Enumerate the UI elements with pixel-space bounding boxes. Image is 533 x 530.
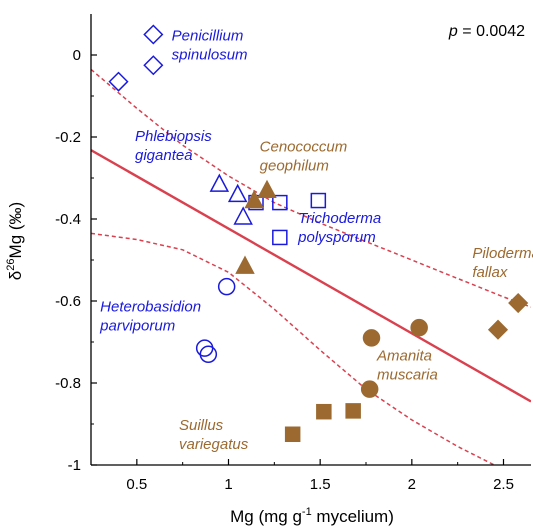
x-axis-title-tail: mycelium) (312, 507, 394, 526)
data-point-diamond (487, 319, 509, 340)
species-label-line: variegatus (179, 436, 249, 453)
x-tick-label: 0.5 (126, 476, 147, 493)
species-label: Cenococcum geophilum (260, 138, 348, 174)
species-label-line: gigantea (135, 147, 193, 164)
x-tick-label: 2 (408, 476, 416, 493)
y-tick-label: 0 (73, 47, 81, 64)
species-label: Suillus variegatus (179, 417, 249, 453)
species-label-line: Heterobasidion (100, 298, 201, 315)
y-tick-label: -1 (68, 457, 81, 474)
x-tick-label: 1.5 (310, 476, 331, 493)
species-label-line: muscaria (377, 366, 438, 383)
species-label-line: parviporum (99, 317, 175, 334)
species-label-line: Phlebiopsis (135, 128, 212, 145)
data-point-square (272, 229, 288, 246)
data-point-triangle (209, 173, 230, 192)
p-symbol: p (448, 23, 458, 40)
y-tick-label: -0.6 (55, 293, 81, 310)
x-axis-title: Mg (mg g-1 mycelium) (230, 506, 394, 526)
species-label: Piloderma fallax (472, 245, 533, 281)
species-label-line: Suillus (179, 417, 224, 434)
species-label-line: polysporum (297, 229, 376, 246)
data-point-square (272, 194, 288, 211)
species-label-line: geophilum (260, 157, 329, 174)
species-label-line: spinulosum (172, 47, 248, 64)
species-label: Penicillium spinulosum (172, 28, 248, 64)
y-tick-label: -0.4 (55, 211, 81, 228)
y-tick-label: -0.2 (55, 129, 81, 146)
species-label: Amanita muscaria (376, 347, 438, 383)
data-point-triangle (235, 255, 255, 274)
data-point-circle (362, 329, 381, 347)
species-annotations: Penicillium spinulosum Phlebiopsis gigantea… (99, 28, 533, 453)
species-label-line: Piloderma (472, 245, 533, 262)
axes: 0.5 1 1.5 2 2.5 0 -0.2 -0.4 -0.6 -0.8 -1 (55, 14, 531, 493)
data-point-circle (410, 318, 428, 337)
confidence-lower-line (91, 232, 495, 465)
confidence-upper-line (91, 68, 531, 308)
x-axis-title-main: Mg (mg g (230, 507, 302, 526)
species-label: Phlebiopsis gigantea (135, 128, 212, 164)
data-point-circle (360, 380, 379, 398)
data-points (108, 24, 529, 442)
species-label: Trichoderma polysporum (297, 210, 381, 246)
y-tick-label: -0.8 (55, 375, 81, 392)
data-point-triangle (233, 206, 253, 225)
data-point-triangle (227, 183, 248, 203)
data-point-circle (217, 277, 236, 296)
data-point-square (316, 403, 332, 420)
x-tick-label: 1 (224, 476, 232, 493)
species-label-line: Trichoderma (298, 210, 381, 227)
data-point-diamond (508, 292, 529, 314)
species-label-line: Penicillium (172, 28, 244, 45)
x-axis-title-sup: -1 (302, 506, 312, 518)
data-point-diamond (143, 55, 164, 76)
y-axis-title-sup: 26 (5, 258, 17, 270)
species-label: Heterobasidion parviporum (99, 298, 201, 334)
species-label-line: Amanita (376, 347, 432, 364)
confidence-band (91, 68, 531, 465)
data-point-square (310, 192, 327, 209)
p-value-label: p = 0.0042 (448, 23, 525, 40)
data-point-circle (195, 339, 214, 357)
y-axis-title-tail: Mg (‰) (6, 202, 25, 259)
regression-line-group (91, 149, 531, 403)
data-point-triangle (257, 179, 277, 199)
data-point-circle (199, 345, 218, 364)
x-tick-label: 2.5 (493, 476, 514, 493)
y-axis-title: δ26Mg (‰) (5, 202, 25, 280)
y-axis-title-pre: δ (6, 271, 25, 280)
data-point-diamond (108, 71, 129, 92)
data-point-triangle (244, 189, 264, 209)
data-point-diamond (143, 24, 164, 45)
regression-line (91, 149, 531, 403)
data-point-square (345, 403, 361, 419)
data-point-square (284, 426, 301, 442)
species-label-line: Cenococcum (260, 138, 348, 155)
p-value: = 0.0042 (458, 23, 525, 40)
species-label-line: fallax (472, 264, 508, 281)
